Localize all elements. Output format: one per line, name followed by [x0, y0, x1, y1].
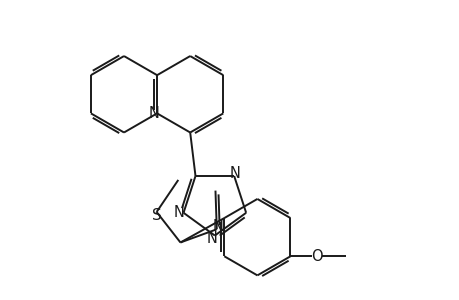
Text: N: N: [212, 219, 223, 234]
Text: O: O: [311, 249, 322, 264]
Text: N: N: [230, 166, 240, 181]
Text: N: N: [148, 106, 159, 121]
Text: N: N: [174, 205, 185, 220]
Text: S: S: [151, 208, 161, 223]
Text: N: N: [206, 231, 217, 246]
